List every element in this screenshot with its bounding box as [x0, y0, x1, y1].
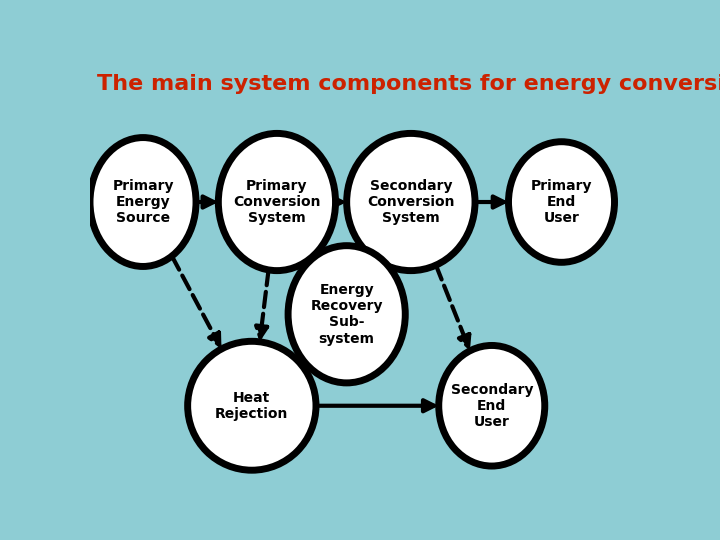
Text: Primary
End
User: Primary End User	[531, 179, 593, 225]
Ellipse shape	[346, 133, 475, 271]
Text: Secondary
End
User: Secondary End User	[451, 382, 533, 429]
Text: Secondary
Conversion
System: Secondary Conversion System	[367, 179, 454, 225]
Ellipse shape	[188, 341, 316, 470]
Ellipse shape	[288, 246, 405, 383]
Text: Primary
Energy
Source: Primary Energy Source	[112, 179, 174, 225]
Text: Primary
Conversion
System: Primary Conversion System	[233, 179, 320, 225]
Text: Heat
Rejection: Heat Rejection	[215, 390, 289, 421]
Text: The main system components for energy conversion: The main system components for energy co…	[96, 73, 720, 93]
Text: Energy
Recovery
Sub-
system: Energy Recovery Sub- system	[310, 283, 383, 346]
Ellipse shape	[438, 346, 545, 466]
Ellipse shape	[90, 138, 196, 266]
Ellipse shape	[218, 133, 336, 271]
Ellipse shape	[508, 141, 615, 262]
